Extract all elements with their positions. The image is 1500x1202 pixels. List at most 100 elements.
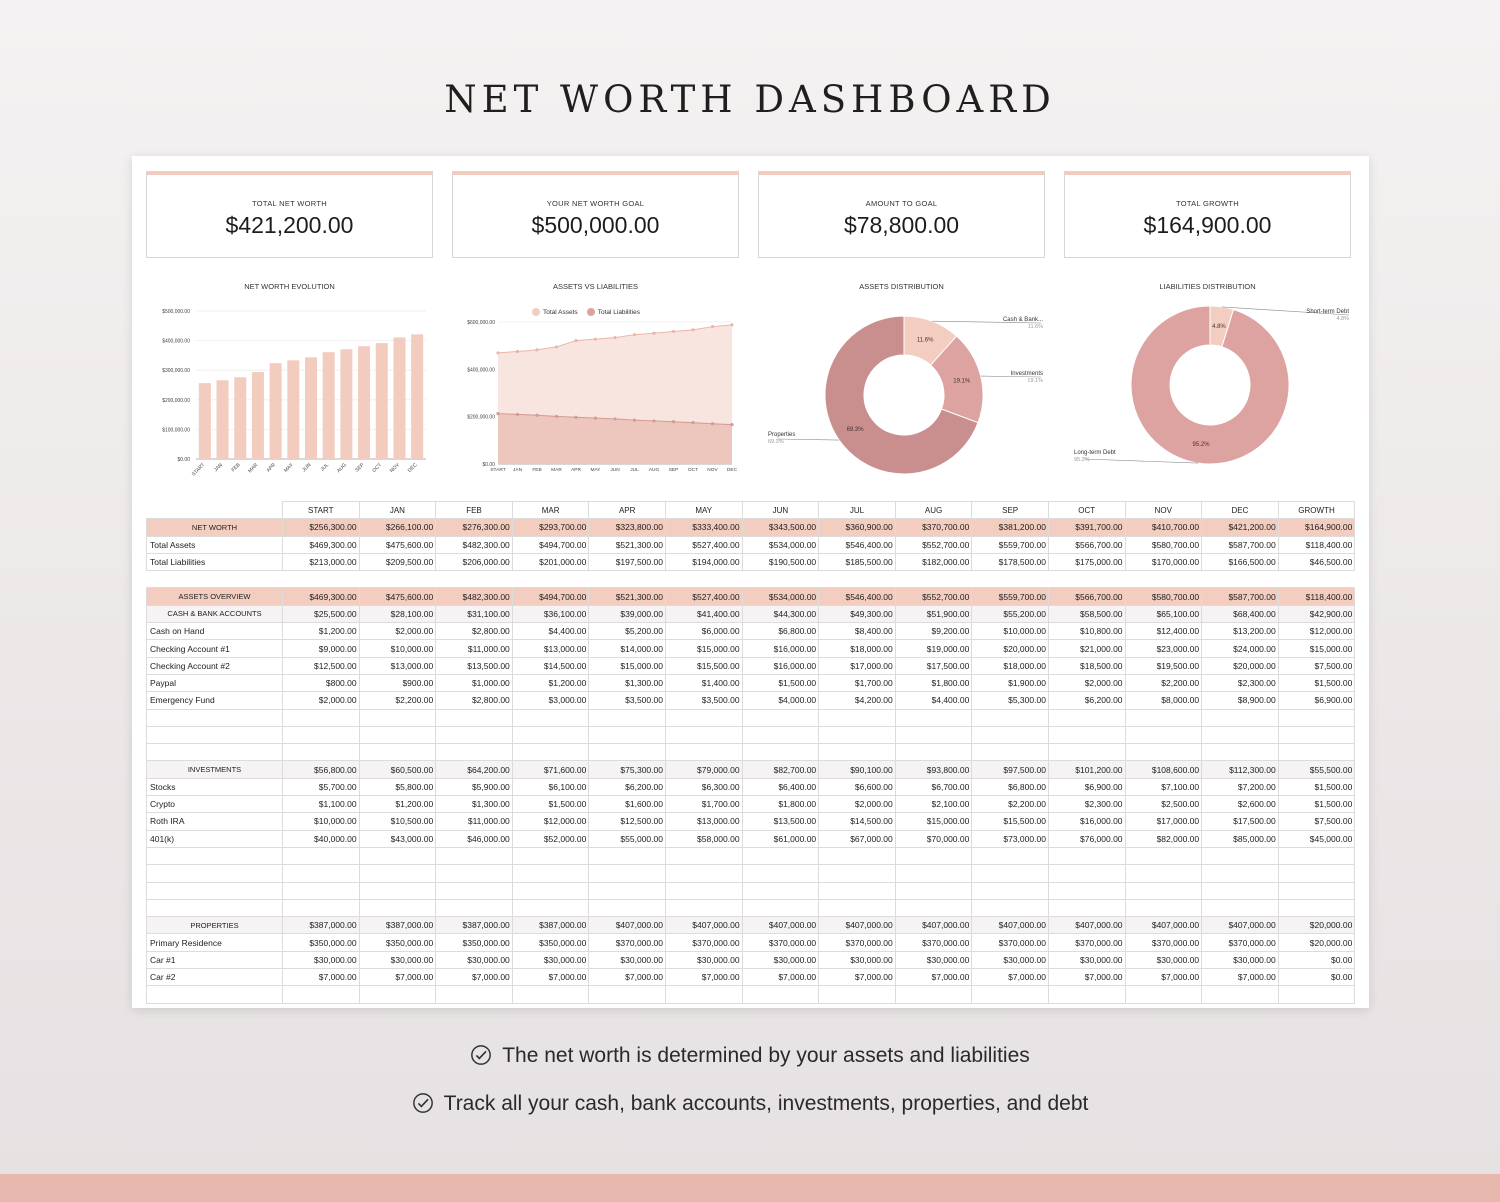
- value-cell[interactable]: $61,000.00: [741, 829, 820, 848]
- value-cell[interactable]: $6,200.00: [588, 777, 666, 797]
- value-cell[interactable]: [358, 743, 437, 762]
- value-cell[interactable]: $6,300.00: [664, 777, 743, 797]
- value-cell[interactable]: [971, 898, 1049, 918]
- value-cell[interactable]: $55,200.00: [971, 604, 1049, 624]
- value-cell[interactable]: $101,200.00: [1047, 760, 1126, 779]
- value-cell[interactable]: $494,700.00: [511, 535, 590, 554]
- value-cell[interactable]: [511, 881, 590, 900]
- value-cell[interactable]: [1124, 864, 1203, 883]
- value-cell[interactable]: $15,000.00: [588, 656, 666, 675]
- value-cell[interactable]: [1277, 985, 1356, 1004]
- value-cell[interactable]: $494,700.00: [511, 587, 590, 606]
- value-cell[interactable]: [436, 571, 513, 588]
- value-cell[interactable]: $30,000.00: [435, 950, 513, 970]
- value-cell[interactable]: $387,000.00: [435, 916, 513, 935]
- value-cell[interactable]: [511, 708, 590, 727]
- value-cell[interactable]: $333,400.00: [664, 518, 743, 537]
- value-cell[interactable]: $6,100.00: [511, 777, 590, 797]
- value-cell[interactable]: $2,000.00: [358, 622, 437, 641]
- value-cell[interactable]: $7,000.00: [282, 968, 360, 987]
- value-cell[interactable]: $1,500.00: [1277, 795, 1356, 814]
- value-cell[interactable]: $7,000.00: [894, 968, 973, 987]
- value-cell[interactable]: $7,000.00: [511, 968, 590, 987]
- value-cell[interactable]: $6,900.00: [1047, 777, 1126, 797]
- value-cell[interactable]: $14,000.00: [588, 639, 666, 658]
- value-cell[interactable]: $407,000.00: [971, 916, 1049, 935]
- row-label-cell[interactable]: [146, 881, 283, 900]
- value-cell[interactable]: [1277, 898, 1356, 918]
- value-cell[interactable]: $1,200.00: [282, 622, 360, 641]
- value-cell[interactable]: $407,000.00: [1201, 916, 1279, 935]
- value-cell[interactable]: $482,300.00: [435, 535, 513, 554]
- value-cell[interactable]: $12,500.00: [588, 812, 666, 831]
- value-cell[interactable]: [1277, 881, 1356, 900]
- value-cell[interactable]: $276,300.00: [435, 518, 513, 537]
- value-cell[interactable]: [359, 571, 436, 588]
- value-cell[interactable]: $1,000.00: [435, 673, 513, 693]
- value-cell[interactable]: [741, 846, 820, 866]
- value-cell[interactable]: $31,100.00: [435, 604, 513, 624]
- value-cell[interactable]: $7,000.00: [741, 968, 820, 987]
- value-cell[interactable]: $7,000.00: [664, 968, 743, 987]
- value-cell[interactable]: $5,700.00: [282, 777, 360, 797]
- value-cell[interactable]: $58,000.00: [664, 829, 743, 848]
- value-cell[interactable]: $370,000.00: [1124, 933, 1203, 952]
- value-cell[interactable]: $175,000.00: [1047, 552, 1126, 572]
- value-cell[interactable]: $118,400.00: [1277, 535, 1356, 554]
- value-cell[interactable]: $30,000.00: [1201, 950, 1279, 970]
- value-cell[interactable]: $12,000.00: [1277, 622, 1356, 641]
- value-cell[interactable]: $209,500.00: [358, 552, 437, 572]
- value-cell[interactable]: [1048, 571, 1125, 588]
- value-cell[interactable]: $370,700.00: [894, 518, 973, 537]
- value-cell[interactable]: $800.00: [282, 673, 360, 693]
- value-cell[interactable]: $16,000.00: [741, 639, 820, 658]
- value-cell[interactable]: [1277, 725, 1356, 745]
- value-cell[interactable]: $1,400.00: [664, 673, 743, 693]
- value-cell[interactable]: $552,700.00: [894, 535, 973, 554]
- value-cell[interactable]: [664, 708, 743, 727]
- value-cell[interactable]: $39,000.00: [588, 604, 666, 624]
- value-cell[interactable]: $108,600.00: [1124, 760, 1203, 779]
- value-cell[interactable]: [282, 743, 360, 762]
- value-cell[interactable]: $407,000.00: [588, 916, 666, 935]
- value-cell[interactable]: $64,200.00: [435, 760, 513, 779]
- value-cell[interactable]: [818, 743, 896, 762]
- value-cell[interactable]: $566,700.00: [1047, 587, 1126, 606]
- value-cell[interactable]: $201,000.00: [511, 552, 590, 572]
- value-cell[interactable]: $17,500.00: [894, 656, 973, 675]
- value-cell[interactable]: $112,300.00: [1201, 760, 1279, 779]
- value-cell[interactable]: $15,500.00: [664, 656, 743, 675]
- value-cell[interactable]: $8,900.00: [1201, 691, 1279, 710]
- value-cell[interactable]: $381,200.00: [971, 518, 1049, 537]
- value-cell[interactable]: [1201, 743, 1279, 762]
- value-cell[interactable]: $23,000.00: [1124, 639, 1203, 658]
- value-cell[interactable]: $370,000.00: [1047, 933, 1126, 952]
- value-cell[interactable]: $2,200.00: [1124, 673, 1203, 693]
- value-cell[interactable]: $546,400.00: [818, 587, 896, 606]
- row-label-cell[interactable]: Stocks: [146, 777, 283, 797]
- value-cell[interactable]: [1201, 725, 1279, 745]
- value-cell[interactable]: [664, 846, 743, 866]
- value-cell[interactable]: $20,000.00: [1277, 916, 1356, 935]
- row-label-cell[interactable]: [146, 864, 283, 883]
- value-cell[interactable]: [511, 864, 590, 883]
- value-cell[interactable]: $7,500.00: [1277, 812, 1356, 831]
- value-cell[interactable]: [1201, 898, 1279, 918]
- value-cell[interactable]: $6,400.00: [741, 777, 820, 797]
- value-cell[interactable]: $580,700.00: [1124, 587, 1203, 606]
- value-cell[interactable]: [972, 571, 1049, 588]
- value-cell[interactable]: $76,000.00: [1047, 829, 1126, 848]
- value-cell[interactable]: [742, 571, 819, 588]
- value-cell[interactable]: $194,000.00: [664, 552, 743, 572]
- value-cell[interactable]: $6,200.00: [1047, 691, 1126, 710]
- value-cell[interactable]: $6,600.00: [818, 777, 896, 797]
- value-cell[interactable]: [741, 743, 820, 762]
- value-cell[interactable]: [282, 898, 360, 918]
- value-cell[interactable]: [512, 571, 589, 588]
- value-cell[interactable]: [511, 985, 590, 1004]
- value-cell[interactable]: $387,000.00: [358, 916, 437, 935]
- value-cell[interactable]: $469,300.00: [282, 535, 360, 554]
- value-cell[interactable]: $1,700.00: [818, 673, 896, 693]
- value-cell[interactable]: $5,300.00: [971, 691, 1049, 710]
- value-cell[interactable]: $370,000.00: [971, 933, 1049, 952]
